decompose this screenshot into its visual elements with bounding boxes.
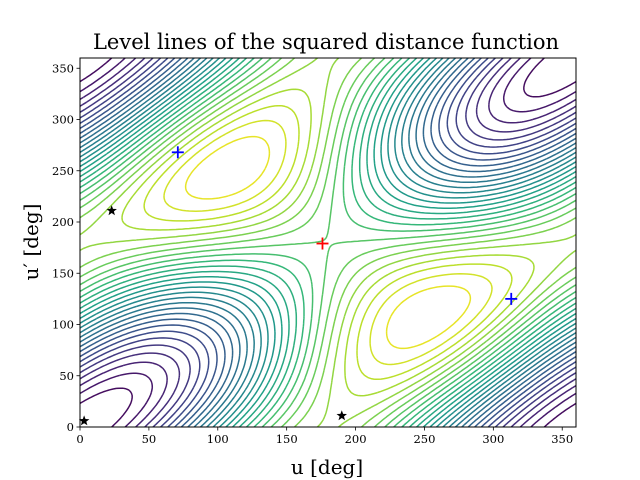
axis-ticks: 0 50 100 150 200 250 300 350 0 50 100 150 200 250 300 3… [52,57,577,446]
x-tick-label-5: 250 [413,432,435,446]
contour-level-27 [143,104,513,381]
contour-level-16 [80,58,576,427]
x-tick-label-7: 350 [551,432,573,446]
contour-level-10 [80,58,576,427]
x-tick-label-1: 50 [142,432,157,446]
contour-level-28 [163,119,493,366]
x-tick-label-6: 300 [482,432,504,446]
y-tick-label-0: 0 [67,420,74,434]
x-tick-label-0: 0 [76,432,83,446]
contour-level-17 [80,58,576,427]
contour-level-14 [80,58,576,427]
contour-level-2 [80,58,576,427]
contour-level-18 [80,58,576,427]
min-marker-1 [78,415,90,426]
x-tick-label-4: 200 [345,432,367,446]
contour-level-21 [80,58,576,427]
contour-level-12 [80,58,576,427]
contour-level-4 [80,58,576,427]
x-tick-label-2: 100 [207,432,229,446]
max-marker [316,237,329,250]
plot-area [78,58,576,427]
contour-level-5 [80,58,576,427]
contour-level-20 [80,58,576,427]
contour-level-26 [121,88,535,397]
contour-level-7 [80,58,576,427]
x-tick-label-3: 150 [276,432,298,446]
y-tick-label-6: 300 [52,113,74,127]
contour-level-15 [80,58,576,427]
contour-level-1 [80,58,576,427]
saddle-marker-0 [171,146,184,159]
x-axis-label: u [deg] [291,455,363,479]
y-tick-label-7: 350 [52,61,74,75]
min-marker-2 [336,410,347,421]
contour-level-9 [80,58,576,427]
y-axis-label: u′ [deg] [19,204,43,281]
y-tick-label-2: 100 [52,318,74,332]
min-marker-0 [106,205,117,216]
contour-level-13 [80,58,576,427]
contour-level-11 [80,58,576,427]
contour-level-8 [80,58,576,427]
saddle-marker-1 [505,292,518,305]
chart-title: Level lines of the squared distance func… [93,30,559,54]
axes-frame [79,57,577,428]
y-tick-label-3: 150 [52,266,74,280]
y-tick-label-4: 200 [52,215,74,229]
y-tick-label-5: 250 [52,164,74,178]
contour-level-19 [80,58,576,427]
contour-level-29 [184,135,472,350]
contour-lines [80,58,576,427]
y-tick-label-1: 50 [59,369,74,383]
contour-level-6 [80,58,576,427]
